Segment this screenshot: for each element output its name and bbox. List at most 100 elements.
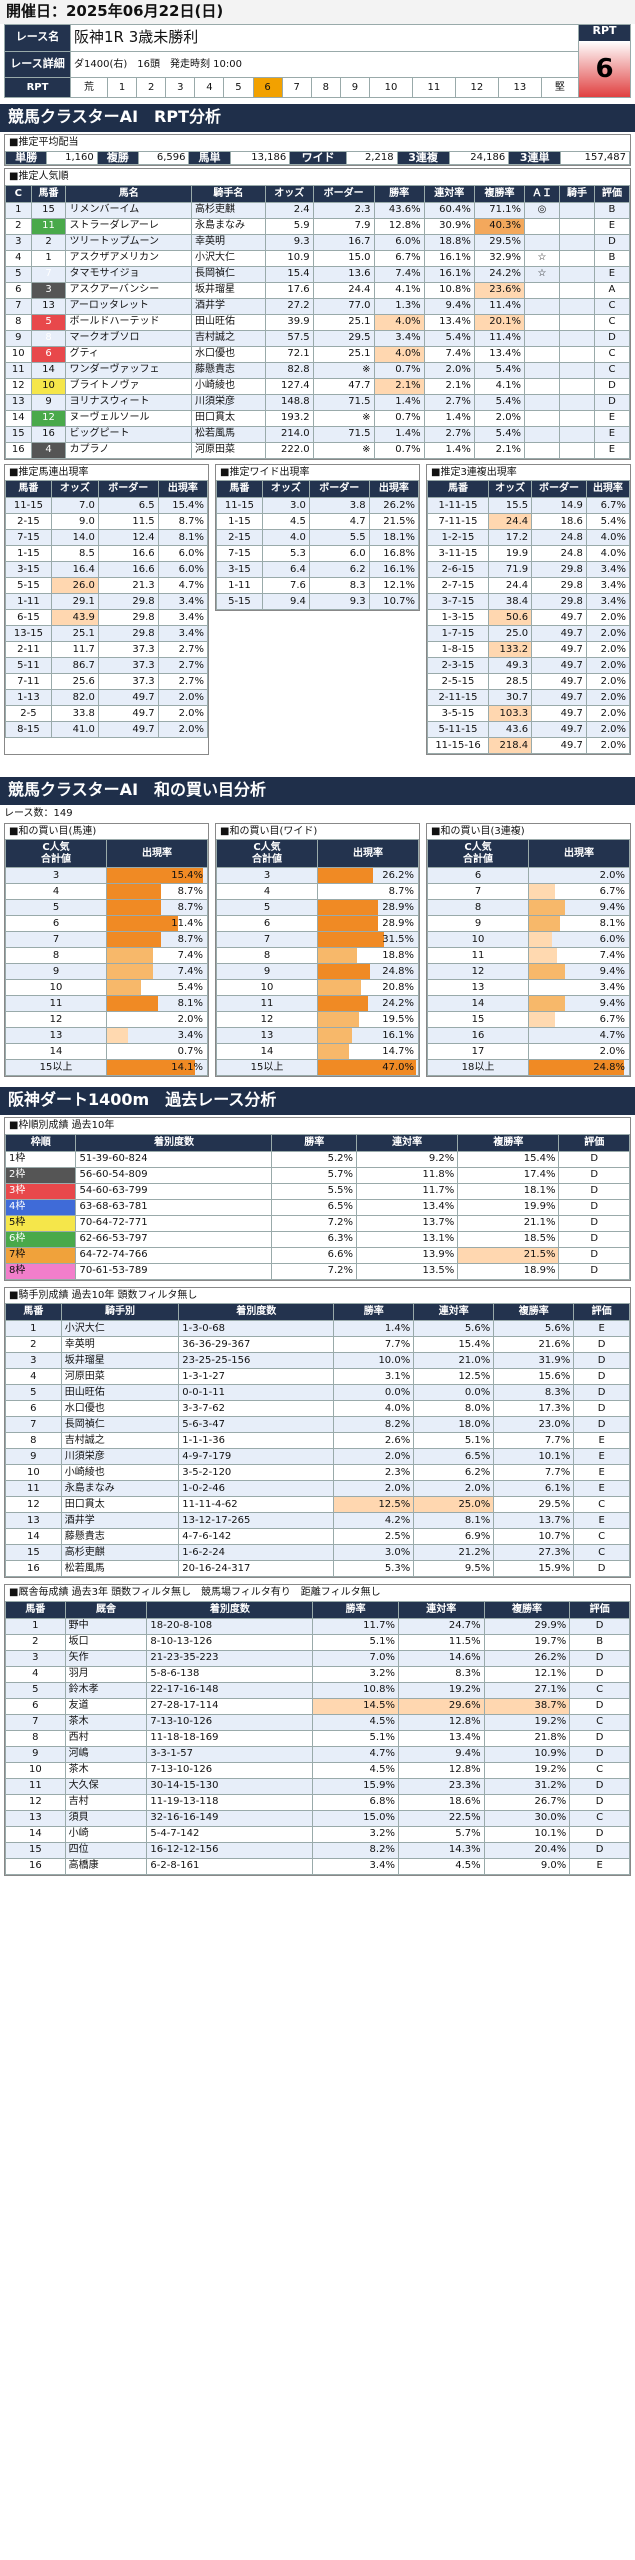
- umatan-cell: 2.7%: [157, 657, 209, 675]
- pop-cell: 15: [5, 425, 32, 443]
- stable-row: 15 四位 16-12-12-156 8.2% 14.3% 20.4% D: [5, 1841, 630, 1859]
- stable-cell: 19.7%: [483, 1633, 571, 1651]
- wa-umaren-sum: 14: [5, 1043, 107, 1061]
- wa-umaren-rate-bar: [107, 948, 154, 963]
- trio-cell: 3.4%: [585, 593, 631, 611]
- pop-cell: 10: [5, 345, 32, 363]
- jockey-cell: 1-3-0-68: [178, 1320, 335, 1338]
- wide-cell: 7-15: [216, 545, 263, 563]
- pop-cell: 田山旺佑: [191, 313, 266, 331]
- wa-wide-rate: 14.7%: [317, 1043, 419, 1061]
- wa-trio-rate: 2.0%: [528, 867, 630, 885]
- wa-umaren-rate-text: 8.7%: [177, 901, 203, 913]
- rpt-scale-6: 6: [252, 77, 283, 98]
- wa-umaren-title: ■和の買い目(馬連): [5, 823, 208, 840]
- jockey-cell: 4: [5, 1368, 62, 1386]
- stable-cell: 6-2-8-161: [146, 1857, 314, 1875]
- wa-wide-rate: 16.1%: [317, 1027, 419, 1045]
- trio-cell: 5-11-15: [426, 721, 490, 739]
- wa-umaren-rate: 2.0%: [106, 1011, 208, 1029]
- pop-cell: 16.1%: [423, 249, 475, 267]
- umatan-row: 2-5 33.8 49.7 2.0%: [5, 705, 209, 723]
- stable-cell: D: [569, 1665, 630, 1683]
- wa-umaren-rate-text: 14.1%: [171, 1061, 203, 1073]
- wa-wide-row: 12 19.5%: [216, 1011, 419, 1029]
- stable-cell: C: [569, 1681, 630, 1699]
- jockey-row: 11 永島まなみ 1-0-2-46 2.0% 2.0% 6.1% E: [5, 1480, 630, 1498]
- wa-umaren-row: 12 2.0%: [5, 1011, 208, 1029]
- stable-cell: 高橋康: [64, 1857, 148, 1875]
- pop-cell: [524, 313, 560, 331]
- stable-cell: 西村: [64, 1729, 148, 1747]
- trio-cell: 49.7: [531, 737, 587, 755]
- pop-cell: 藤懸貴志: [191, 361, 266, 379]
- pop-cell: B: [593, 201, 631, 219]
- trio-cell: 6.7%: [585, 497, 631, 515]
- pop-cell: 2.1%: [473, 441, 526, 459]
- wa-trio-rate: 4.7%: [528, 1027, 630, 1045]
- umatan-cell: 3-15: [5, 561, 52, 579]
- stable-cell: 5.1%: [312, 1633, 399, 1651]
- jockey-cell: 23-25-25-156: [178, 1352, 335, 1370]
- stable-cell: 4.5%: [312, 1761, 399, 1779]
- stable-cell: 9.4%: [397, 1745, 485, 1763]
- jockey-cell: 12.5%: [333, 1496, 415, 1514]
- stable-cell: 11: [5, 1777, 66, 1795]
- stable-row: 2 坂口 8-10-13-126 5.1% 11.5% 19.7% B: [5, 1633, 630, 1651]
- wa-wide-row: 3 26.2%: [216, 867, 419, 885]
- jockey-row: 3 坂井瑠星 23-25-25-156 10.0% 21.0% 31.9% D: [5, 1352, 630, 1370]
- wa-wide-rate-text: 16.1%: [382, 1029, 414, 1041]
- jockey-cell: 4.0%: [333, 1400, 415, 1418]
- wa-umaren-rate-text: 8.7%: [177, 933, 203, 945]
- date-bar: 開催日：2025年06月22日(日): [0, 0, 635, 24]
- trio-cell: 49.7: [531, 673, 587, 691]
- pop-cell: 1.4%: [373, 425, 425, 443]
- trio-cell: 2-5-15: [426, 673, 490, 691]
- pop-cell: 18.8%: [423, 233, 475, 251]
- trio-cell: 3-11-15: [426, 545, 490, 563]
- wide-cell: 5-15: [216, 593, 263, 611]
- jockey-cell: 河原田菜: [60, 1368, 180, 1386]
- pop-header: 馬番: [30, 184, 67, 203]
- trio-cell: 24.4: [488, 513, 533, 531]
- jockey-cell: 7: [5, 1416, 62, 1434]
- trio-cell: 14.9: [531, 497, 587, 515]
- stable-row: 16 高橋康 6-2-8-161 3.4% 4.5% 9.0% E: [5, 1857, 630, 1875]
- pop-cell: 4.0%: [373, 313, 425, 331]
- umatan-cell: 2.0%: [157, 689, 209, 707]
- wa-wide-rate: 28.9%: [317, 915, 419, 933]
- wide-box: ■推定ワイド出現率 馬番 オッズ ボーダー 出現率 11-15 3.0 3.8 26.2% 1-…: [215, 463, 420, 612]
- trio-cell: 2.0%: [585, 657, 631, 675]
- stable-cell: D: [569, 1649, 630, 1667]
- wa-wide-rate-text: 19.5%: [382, 1013, 414, 1025]
- jockey-row: 14 藤懸貴志 4-7-6-142 2.5% 6.9% 10.7% C: [5, 1528, 630, 1546]
- umatan-row: 7-15 14.0 12.4 8.1%: [5, 529, 209, 547]
- pop-cell: 2: [5, 217, 32, 235]
- stable-cell: 5-8-6-138: [146, 1665, 314, 1683]
- wa-trio-rate-bar: [529, 1060, 625, 1075]
- jockey-cell: 0.0%: [413, 1384, 495, 1402]
- stable-cell: 22.5%: [397, 1809, 485, 1827]
- wide-row: 5-15 9.4 9.3 10.7%: [216, 593, 420, 611]
- trio-cell: 49.7: [531, 625, 587, 643]
- stable-cell: 吉村: [64, 1793, 148, 1811]
- stable-cell: 19.2%: [397, 1681, 485, 1699]
- wa-trio-rate-text: 2.0%: [599, 869, 625, 881]
- pop-cell: 57.5: [264, 329, 314, 347]
- wa-trio-title: ■和の買い目(3連複): [427, 823, 630, 840]
- payout-label: 3連複: [396, 150, 450, 166]
- trio-row: 1-8-15 133.2 49.7 2.0%: [426, 641, 631, 659]
- wa-wide-rate-bar: [318, 1044, 349, 1059]
- jockey-cell: 13: [5, 1512, 62, 1530]
- trio-cell: 11-15-16: [426, 737, 490, 755]
- pop-cell: 27.2: [264, 297, 314, 315]
- jockey-cell: E: [573, 1480, 630, 1498]
- pop-row: 13 9 ヨリナスウィート 川須栄彦 148.8 71.5 1.4% 2.7% 5.4% D: [5, 393, 631, 411]
- trio-row: 2-5-15 28.5 49.7 2.0%: [426, 673, 631, 691]
- stable-cell: 18.6%: [397, 1793, 485, 1811]
- payout-label: ワイド: [289, 150, 347, 166]
- stable-header: 馬番: [5, 1600, 66, 1619]
- gate-cell: 3枠: [4, 1182, 77, 1200]
- wide-cell: 4.7: [308, 513, 370, 531]
- jockey-cell: 1-6-2-24: [178, 1544, 335, 1562]
